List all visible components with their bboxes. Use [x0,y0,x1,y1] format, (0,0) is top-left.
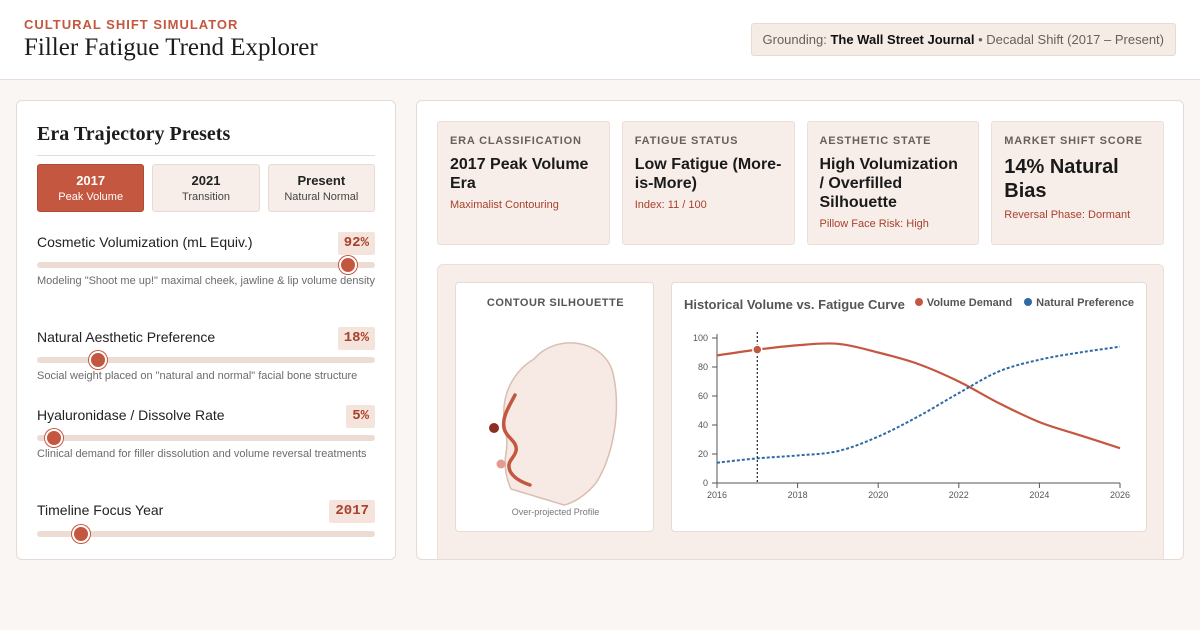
market-shift-card: MARKET SHIFT SCORE 14% Natural Bias Reve… [991,121,1164,245]
presets-panel: Era Trajectory Presets 2017 Peak Volume … [16,100,396,560]
aesthetic-state-card: AESTHETIC STATE High Volumization / Over… [806,121,980,245]
fatigue-status-card: FATIGUE STATUS Low Fatigue (More-is-More… [621,121,795,245]
preset-label: Transition [182,191,230,203]
card-value: High Volumization / Overfilled Silhouett… [819,156,958,211]
y-tick-label: 20 [698,449,708,459]
silhouette-title: CONTOUR SILHOUETTE [486,297,625,309]
silhouette-caption: Over-projected Profile [511,507,600,517]
presets-panel-title: Era Trajectory Presets [37,123,231,145]
preset-2017-button[interactable]: 2017 Peak Volume [37,164,145,212]
card-subtext: Reversal Phase: Dormant [1004,209,1131,221]
legend-swatch [914,298,923,306]
visualization-area: CONTOUR SILHOUETTE Over-projected Profil… [437,264,1164,559]
legend-label: Natural Preference [1036,297,1134,309]
preset-label: Natural Normal [284,191,359,203]
x-tick-label: 2020 [868,490,888,500]
slider-thumb[interactable] [88,351,107,369]
y-tick-label: 0 [703,478,708,488]
lip-marker [489,423,499,433]
legend-swatch [1024,298,1033,306]
y-tick-label: 60 [698,391,708,401]
card-value: 14% Natural Bias [1004,156,1119,202]
grounding-badge: Grounding: The Wall Street Journal • Dec… [750,23,1176,56]
era-classification-card: ERA CLASSIFICATION 2017 Peak Volume Era … [437,121,610,245]
legend-item-volume: Volume Demand [914,297,1013,309]
slider-thumb[interactable] [338,256,357,274]
card-value: 2017 Peak Volume Era [450,156,589,192]
slider-label: Cosmetic Volumization (mL Equiv.) [37,234,253,250]
header: CULTURAL SHIFT SIMULATOR Filler Fatigue … [0,0,1200,80]
legend-item-natural: Natural Preference [1024,297,1134,309]
chin-marker [496,459,506,469]
slider-description: Clinical demand for filler dissolution a… [37,448,367,460]
face-profile-illustration [489,342,618,506]
slider-value: 2017 [329,500,375,523]
slider-value: 92% [337,232,375,255]
card-subtext: Index: 11 / 100 [634,199,707,211]
preset-group: 2017 Peak Volume 2021 Transition Present… [37,164,375,212]
chart-legend: Volume Demand Natural Preference [914,297,1134,309]
x-tick-label: 2016 [707,490,727,500]
legend-label: Volume Demand [926,297,1013,309]
divider [37,155,375,156]
slider-thumb[interactable] [71,525,90,543]
results-panel: ERA CLASSIFICATION 2017 Peak Volume Era … [416,100,1184,560]
contour-line [501,393,532,487]
slider-label: Natural Aesthetic Preference [37,329,216,345]
slider-label: Timeline Focus Year [37,502,164,518]
card-title: AESTHETIC STATE [819,135,932,147]
page-title: Filler Fatigue Trend Explorer [24,34,318,61]
preset-2021-button[interactable]: 2021 Transition [152,164,260,212]
preset-present-button[interactable]: Present Natural Normal [267,164,375,212]
preset-year: Present [297,173,346,188]
slider-description: Modeling "Shoot me up!" maximal cheek, j… [37,275,375,287]
dissolve-rate-slider[interactable] [37,429,375,447]
x-tick-label: 2024 [1029,490,1049,500]
x-tick-label: 2022 [949,490,969,500]
x-tick-label: 2018 [788,490,808,500]
natural-preference-slider[interactable] [37,351,375,369]
y-tick-label: 80 [698,362,708,372]
slider-label: Hyaluronidase / Dissolve Rate [37,407,225,423]
focus-point [752,344,763,355]
app-eyebrow: CULTURAL SHIFT SIMULATOR [24,17,239,32]
grounding-prefix: Grounding: [762,32,827,47]
card-title: MARKET SHIFT SCORE [1004,135,1143,147]
trend-chart-panel: Historical Volume vs. Fatigue Curve Volu… [671,282,1147,532]
slider-thumb[interactable] [44,429,63,447]
preset-year: 2017 [76,173,106,188]
preset-year: 2021 [191,173,221,188]
x-tick-label: 2026 [1110,490,1130,500]
card-value: Low Fatigue (More-is-More) [634,156,782,192]
series-line-volume-demand [716,342,1121,450]
card-subtext: Pillow Face Risk: High [819,218,929,230]
metric-cards: ERA CLASSIFICATION 2017 Peak Volume Era … [437,121,1164,245]
grounding-suffix: • Decadal Shift (2017 – Present) [974,32,1164,47]
slider-value: 18% [337,327,375,350]
volumization-slider[interactable] [37,256,375,274]
y-tick-label: 100 [693,333,708,343]
preset-label: Peak Volume [58,191,124,203]
slider-value: 5% [346,405,375,428]
slider-description: Social weight placed on "natural and nor… [37,370,358,382]
timeline-year-slider[interactable] [37,525,375,543]
y-tick-label: 40 [698,420,708,430]
trend-chart: 0 20 40 60 80 100 2016 2018 2020 2022 2024 2026 [693,332,1130,500]
contour-silhouette-panel: CONTOUR SILHOUETTE Over-projected Profil… [455,282,654,532]
series-line-natural-preference [716,345,1121,464]
chart-title: Historical Volume vs. Fatigue Curve [684,297,905,312]
card-title: FATIGUE STATUS [634,135,739,147]
card-subtext: Maximalist Contouring [450,199,559,211]
grounding-source: The Wall Street Journal [830,32,975,47]
card-title: ERA CLASSIFICATION [450,135,582,147]
